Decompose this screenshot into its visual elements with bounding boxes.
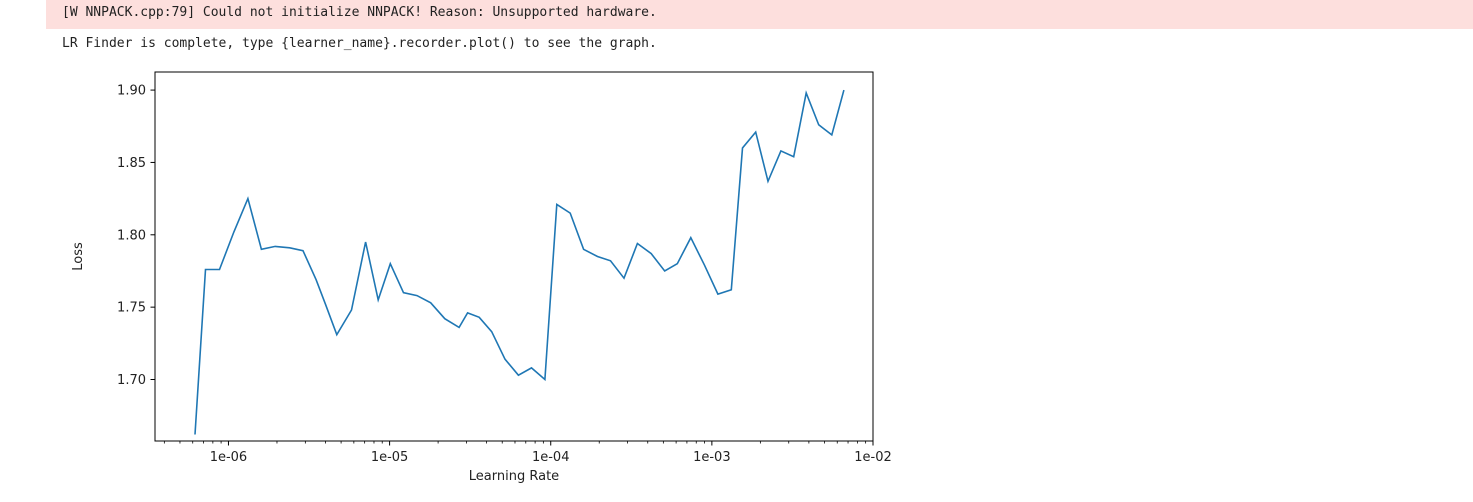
y-axis-label: Loss <box>71 242 86 271</box>
y-tick-label: 1.75 <box>117 301 146 316</box>
x-tick-label: 1e-05 <box>371 450 409 465</box>
warning-output: [W NNPACK.cpp:79] Could not initialize N… <box>46 0 1473 29</box>
x-tick-label: 1e-02 <box>854 450 892 465</box>
y-tick-label: 1.85 <box>117 156 146 171</box>
y-tick-label: 1.80 <box>117 228 146 243</box>
x-tick-label: 1e-06 <box>210 450 248 465</box>
x-axis-label: Learning Rate <box>469 469 559 484</box>
x-tick-label: 1e-03 <box>693 450 731 465</box>
y-tick-label: 1.90 <box>117 84 146 99</box>
stdout-message: LR Finder is complete, type {learner_nam… <box>62 36 657 51</box>
y-tick-label: 1.70 <box>117 373 146 388</box>
x-tick-label: 1e-04 <box>532 450 570 465</box>
axes <box>154 71 874 442</box>
y-axis: 1.70 1.75 1.80 1.85 1.90 <box>117 84 155 388</box>
x-axis: 1e-06 1e-05 1e-04 1e-03 1e-02 <box>163 441 892 465</box>
plot-frame <box>154 71 874 442</box>
series-line <box>194 89 845 435</box>
